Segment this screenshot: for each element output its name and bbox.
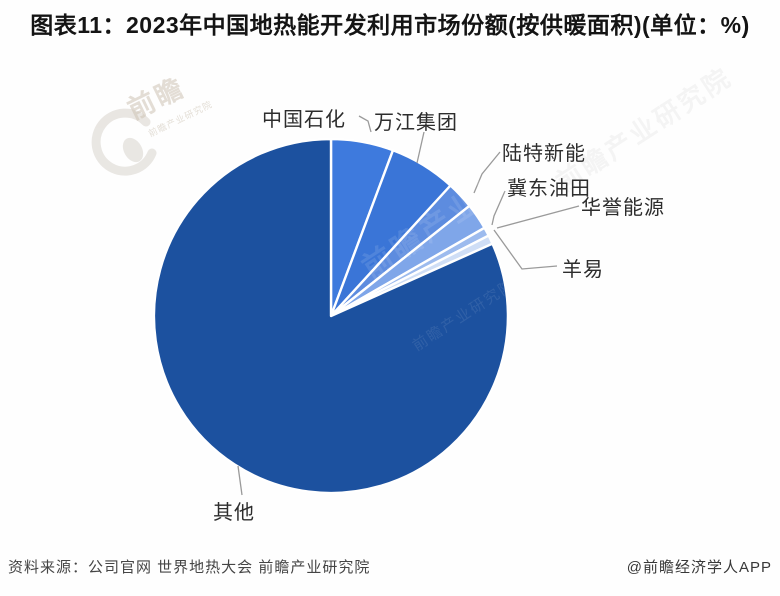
slice-label-wanjiangjituan: 万江集团 bbox=[374, 112, 458, 134]
leader-line-qita bbox=[237, 465, 243, 496]
slice-label-huayunengyuan: 华誉能源 bbox=[581, 197, 665, 219]
leader-line-yangyi bbox=[493, 229, 558, 270]
leader-line-zhongguoshihua bbox=[358, 115, 372, 133]
watermark-logo-icon bbox=[91, 108, 157, 176]
slice-label-lutexinneng: 陆特新能 bbox=[502, 143, 586, 165]
chart-title: 图表11：2023年中国地热能开发利用市场份额(按供暖面积)(单位：%) bbox=[30, 12, 750, 38]
slice-label-yangyi: 羊易 bbox=[562, 259, 604, 281]
leader-line-lutexinneng bbox=[473, 151, 501, 194]
pie-slices bbox=[152, 137, 510, 495]
pie-slice-其他[interactable] bbox=[152, 137, 510, 495]
slice-label-qita: 其他 bbox=[213, 502, 255, 524]
leader-line-huayunengyuan bbox=[496, 205, 580, 229]
leader-lines bbox=[237, 115, 580, 496]
slice-label-jidongyoutian: 冀东油田 bbox=[507, 178, 591, 200]
leader-line-wanjiangjituan bbox=[416, 131, 425, 164]
slice-label-zhongguoshihua: 中国石化 bbox=[262, 109, 346, 131]
leader-line-jidongyoutian bbox=[491, 190, 506, 226]
credit-note: @前瞻经济学人APP bbox=[626, 559, 772, 576]
source-note: 资料来源：公司官网 世界地热大会 前瞻产业研究院 bbox=[8, 559, 371, 576]
